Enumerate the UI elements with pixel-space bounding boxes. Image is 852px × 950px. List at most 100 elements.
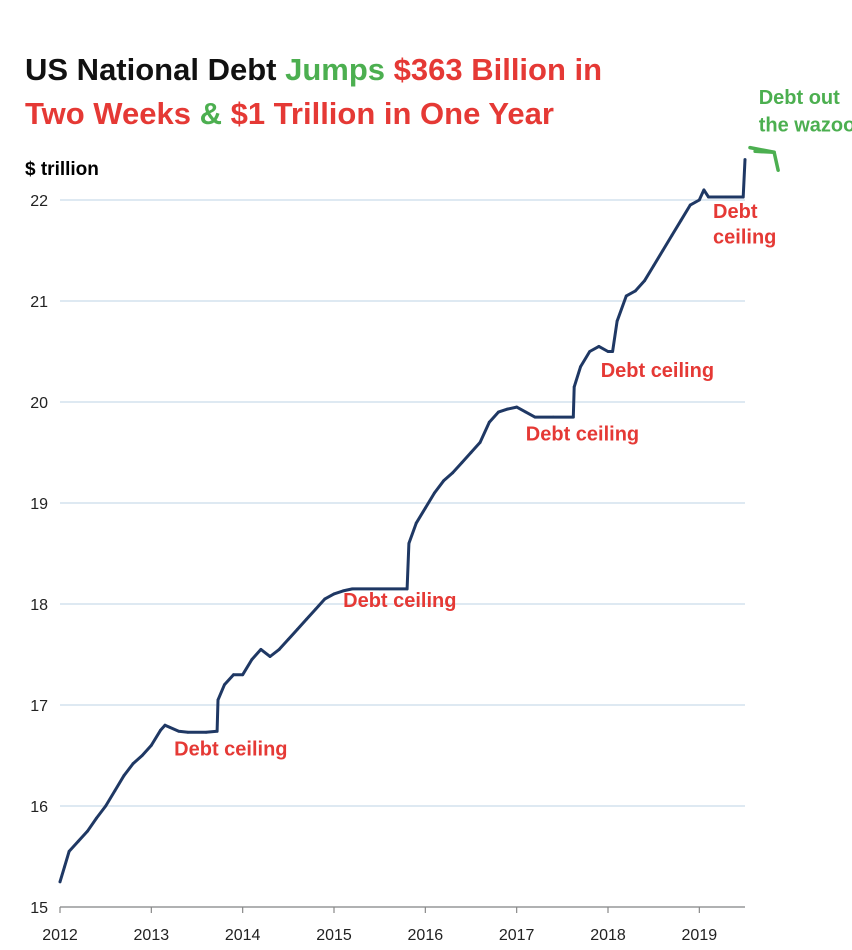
annotation-label: Debt ceiling [174, 739, 287, 761]
data-point [606, 350, 610, 353]
data-point [433, 491, 436, 495]
data-point [487, 420, 491, 424]
data-point [679, 218, 683, 222]
data-point [643, 279, 646, 283]
data-point [149, 744, 153, 747]
data-point [572, 385, 576, 389]
data-point [215, 729, 219, 733]
chart-title-part: Two Weeks [25, 96, 200, 131]
data-point [652, 264, 656, 268]
data-point [186, 730, 190, 734]
data-point [688, 203, 692, 207]
data-point [286, 637, 290, 641]
x-tick-label: 2019 [682, 927, 718, 944]
data-point [743, 158, 747, 162]
y-axis-label: $ trillion [25, 159, 99, 180]
y-tick-label: 18 [30, 597, 48, 614]
data-point [478, 441, 482, 444]
data-point [58, 880, 62, 884]
data-point [405, 587, 409, 591]
y-tick-label: 20 [30, 395, 48, 412]
data-point [624, 294, 628, 298]
data-point [378, 587, 382, 591]
data-point [259, 648, 263, 651]
annotation-label: Debt ceiling [526, 423, 639, 445]
data-point [460, 461, 464, 464]
y-tick-label: 22 [30, 193, 48, 210]
data-point [551, 415, 555, 419]
chart-title-part: US National Debt [25, 52, 285, 87]
chart-title-part: & [200, 96, 231, 131]
data-point [241, 673, 245, 677]
chart-title-part: $363 Billion in [394, 52, 602, 87]
data-point [597, 345, 601, 348]
x-tick-label: 2015 [316, 927, 352, 944]
y-tick-label: 17 [30, 698, 48, 715]
x-tick-label: 2013 [134, 927, 170, 944]
data-point [524, 410, 528, 414]
data-point [611, 350, 614, 353]
data-point [216, 698, 220, 702]
chart-title-line-1: US National Debt Jumps $363 Billion in [25, 52, 602, 87]
data-point [579, 365, 582, 369]
data-point [67, 850, 71, 853]
chart-title-part: Jumps [285, 52, 394, 87]
data-point [497, 410, 500, 414]
data-point [725, 195, 729, 199]
data-point [702, 188, 706, 192]
wazoo-arrow-head [753, 149, 780, 173]
data-point [341, 589, 345, 593]
data-point [131, 762, 135, 765]
annotation-label: the wazoo [759, 114, 852, 136]
data-point [305, 617, 308, 621]
data-point [506, 407, 509, 411]
data-point [323, 597, 327, 601]
data-point [515, 405, 519, 409]
y-tick-label: 16 [30, 799, 48, 816]
data-point [615, 319, 619, 323]
y-tick-label: 19 [30, 496, 48, 513]
annotation-label: Debt ceiling [601, 360, 714, 382]
data-point [296, 627, 299, 631]
data-point [104, 804, 108, 808]
y-tick-label: 21 [30, 294, 48, 311]
data-point [414, 521, 418, 525]
data-point [159, 728, 162, 732]
y-tick-label: 15 [30, 900, 48, 917]
data-point [442, 479, 445, 483]
x-tick-label: 2016 [408, 927, 444, 944]
annotation-label: Debt out [759, 87, 840, 109]
series-line [58, 158, 747, 884]
data-point [168, 725, 172, 729]
data-point [268, 655, 272, 658]
data-point [423, 506, 427, 510]
data-point [634, 289, 637, 293]
data-point [707, 195, 710, 199]
data-point [697, 198, 701, 202]
data-point [277, 648, 281, 651]
data-point [177, 729, 181, 733]
data-point [314, 607, 318, 611]
data-point [469, 451, 473, 454]
data-point [332, 592, 336, 596]
annotation-label: ceiling [713, 226, 776, 248]
x-tick-label: 2014 [225, 927, 261, 944]
data-point [661, 249, 665, 252]
annotation-label: Debt [713, 201, 758, 223]
data-point [350, 587, 354, 591]
data-point [223, 683, 226, 687]
data-point [571, 415, 575, 419]
data-point [86, 829, 89, 833]
x-tick-label: 2012 [42, 927, 78, 944]
data-point [140, 754, 144, 757]
x-tick-label: 2017 [499, 927, 535, 944]
data-point [250, 658, 254, 661]
data-point [122, 774, 126, 778]
data-point [163, 723, 167, 727]
chart-title-part: $1 Trillion in One Year [231, 96, 554, 131]
data-point [451, 471, 455, 475]
data-point [588, 350, 592, 353]
data-point [533, 415, 537, 419]
